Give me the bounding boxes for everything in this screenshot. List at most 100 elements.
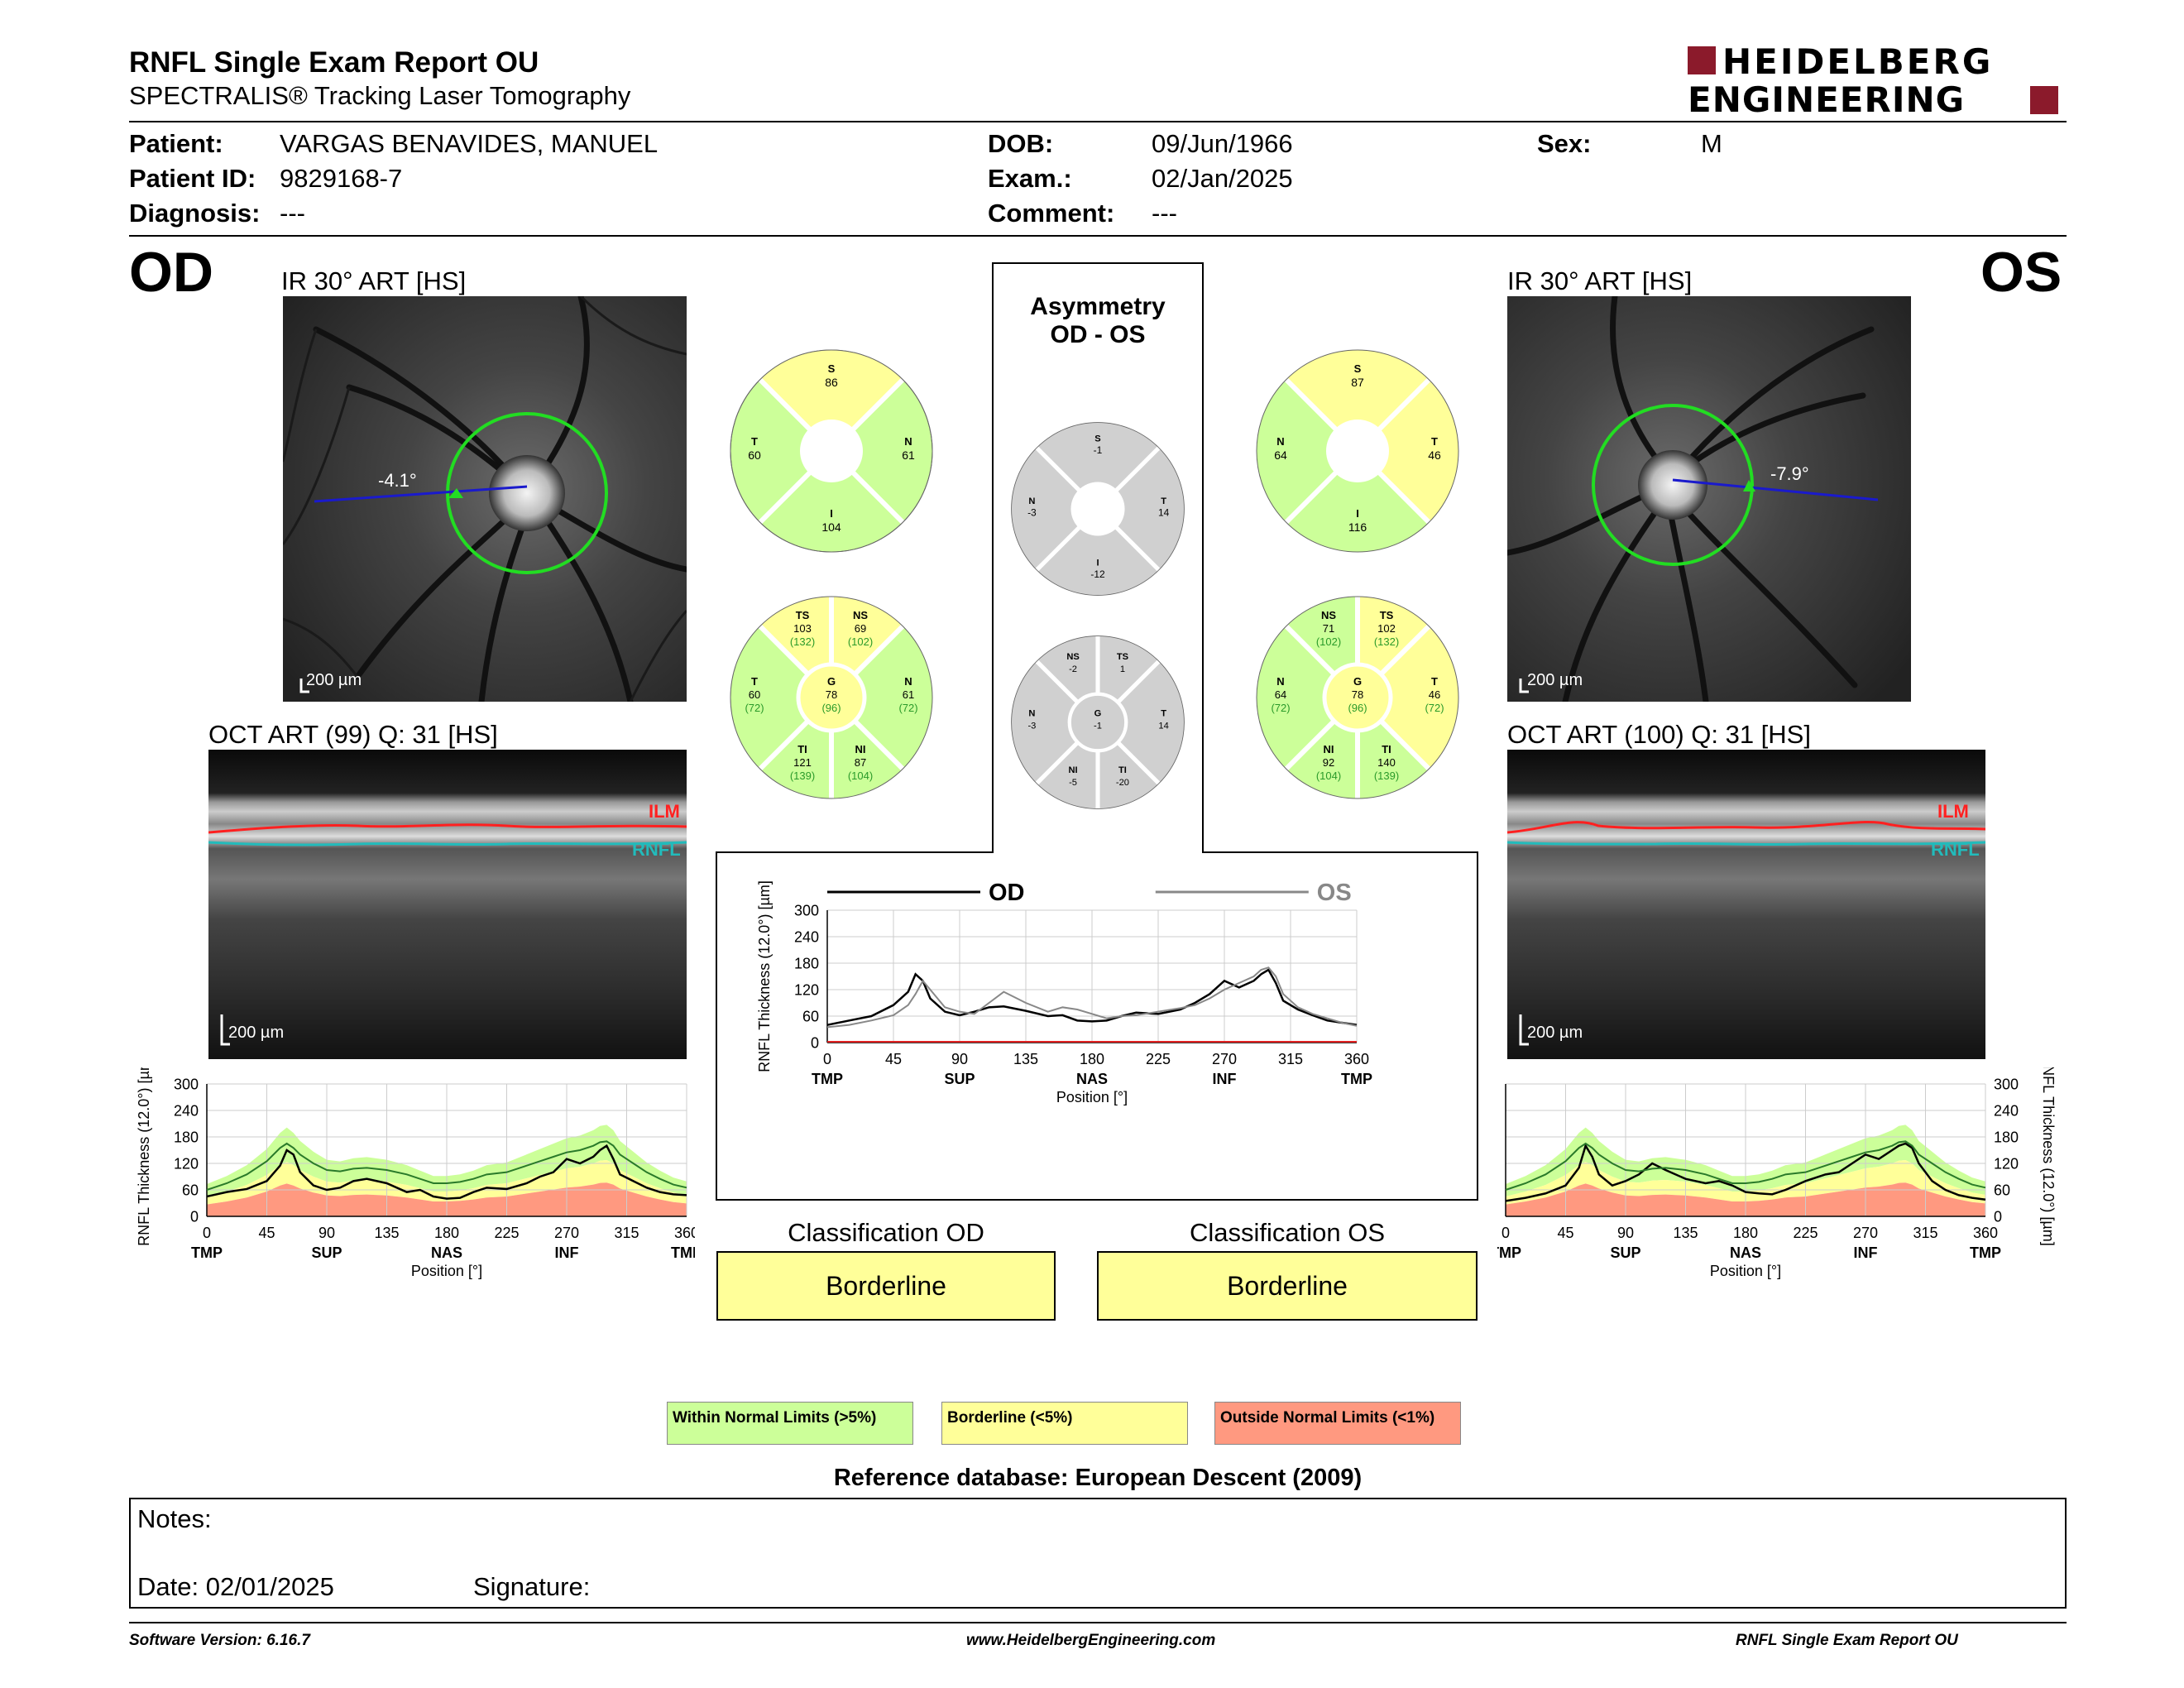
sector-label: TMP [191,1244,223,1261]
asym-ts-value: 1 [1120,664,1125,674]
patient-divider [129,235,2067,237]
x-axis-label: Position [°] [1056,1089,1128,1105]
svg-text:TS: TS [1380,609,1394,621]
footer-website[interactable]: www.HeidelbergEngineering.com [966,1632,1216,1649]
y-tick-label: 300 [174,1076,199,1092]
asym-ns-value: -2 [1069,664,1077,674]
sector-label: SUP [1610,1244,1640,1261]
patient-id-label: Patient ID: [129,164,256,193]
svg-text:TI: TI [1118,765,1127,775]
sector-label: SUP [944,1071,975,1087]
dob-value: 09/Jun/1966 [1152,129,1293,158]
svg-text:NS: NS [1066,652,1079,662]
os-t-value: 46 [1428,448,1441,462]
y-tick-label: 120 [174,1155,199,1172]
od-ir-fundus-image: -4.1° 200 µm [283,296,687,702]
series-line-0 [206,1144,687,1200]
os6-n-value: 64 [1275,688,1286,701]
svg-text:I: I [830,507,833,520]
footer-divider [129,1622,2067,1623]
asymmetry-title-line2: OD - OS [1050,321,1146,348]
svg-text:I: I [1096,558,1099,568]
od-ti-ref: (139) [790,770,815,782]
x-axis-label: Position [°] [1710,1263,1781,1279]
os-oct-bscan: ILM RNFL 200 µm [1507,750,1985,1059]
sector-label: TMP [1970,1244,2001,1261]
x-tick-label: 270 [1853,1225,1878,1241]
series-line-0 [1505,1142,1986,1202]
y-tick-label: 300 [794,902,819,918]
od-ir-caption: IR 30° ART [HS] [281,266,467,295]
sex-value: M [1701,129,1722,158]
od-ts-ref: (132) [790,635,815,648]
os-sector-4-diagram: S 87 N 64 T 46 I 116 [1254,348,1461,554]
os-rnfl-label: RNFL [1931,839,1980,860]
od-ir-scale: 200 µm [306,671,362,689]
sector-label: TMP [1497,1244,1521,1261]
x-tick-label: 360 [1344,1051,1369,1067]
os-ti-ref: (139) [1374,770,1399,782]
os-sector-6-diagram: NS 71 (102) TS 102 (132) N 64 (72) G 78 … [1254,594,1461,801]
patient-name: VARGAS BENAVIDES, MANUEL [280,129,659,158]
diagnosis-label: Diagnosis: [129,199,261,228]
os-ni-value: 92 [1323,756,1334,769]
x-tick-label: 180 [1080,1051,1104,1067]
dob-label: DOB: [988,129,1054,158]
os-ni-ref: (104) [1316,770,1341,782]
notes-label: Notes: [137,1504,212,1533]
y-tick-label: 60 [1994,1182,2010,1198]
x-tick-label: 0 [823,1051,831,1067]
classification-os-value: Borderline [1097,1251,1478,1321]
svg-text:G: G [1353,675,1362,688]
os-oct-caption: OCT ART (100) Q: 31 [HS] [1507,720,1811,749]
svg-text:T: T [1431,435,1438,448]
od6-g-value: 78 [826,688,837,701]
sector-label: NAS [431,1244,462,1261]
y-axis-label: RNFL Thickness (12.0°) [µm] [2040,1067,2057,1246]
svg-text:G: G [1094,708,1102,718]
x-tick-label: 45 [1557,1225,1573,1241]
svg-text:S: S [1094,434,1100,444]
x-tick-label: 135 [374,1225,399,1241]
od-ilm-label: ILM [649,801,680,822]
svg-text:TI: TI [1382,743,1391,755]
od-sector-4-diagram: S 86 T 60 N 61 I 104 [728,348,935,554]
notes-box[interactable]: Notes: Date: 02/01/2025 Signature: [129,1498,2067,1609]
x-tick-label: 180 [434,1225,459,1241]
y-tick-label: 240 [1994,1102,2019,1119]
od-ti-value: 121 [793,756,812,769]
svg-text:N: N [904,675,912,688]
y-tick-label: 60 [802,1008,819,1024]
asym6-n-value: -3 [1027,722,1036,731]
x-tick-label: 315 [1278,1051,1303,1067]
comment-label: Comment: [988,199,1115,228]
od6-g-ref: (96) [821,702,841,714]
svg-text:I: I [1356,507,1359,520]
od-s-value: 86 [825,376,838,389]
x-tick-label: 0 [1502,1225,1510,1241]
od-angle-label: -4.1° [378,470,417,491]
os-ts-ref: (132) [1374,635,1399,648]
svg-text:G: G [827,675,836,688]
legend-borderline: Borderline (<5%) [941,1402,1188,1445]
y-tick-label: 0 [190,1208,199,1225]
svg-text:N: N [1276,675,1284,688]
os-ir-scale: 200 µm [1527,671,1583,689]
diagnosis-value: --- [280,199,305,228]
os-i-value: 116 [1348,520,1367,534]
os-ir-caption: IR 30° ART [HS] [1507,266,1693,295]
svg-text:N: N [1276,435,1284,448]
os-oct-scale: 200 µm [1527,1024,1583,1042]
notes-signature: Signature: [473,1572,591,1601]
y-tick-label: 120 [794,981,819,998]
od-n-value: 61 [902,448,915,462]
od6-t-value: 60 [749,688,760,701]
asymmetry-title: Asymmetry OD - OS [993,293,1203,349]
od6-n-ref: (72) [898,702,917,714]
svg-text:NI: NI [1068,765,1077,775]
od-ns-value: 69 [855,622,866,635]
y-tick-label: 180 [794,955,819,971]
legend-label-0: OD [989,880,1025,906]
od-oct-bscan: ILM RNFL 200 µm [208,750,687,1059]
